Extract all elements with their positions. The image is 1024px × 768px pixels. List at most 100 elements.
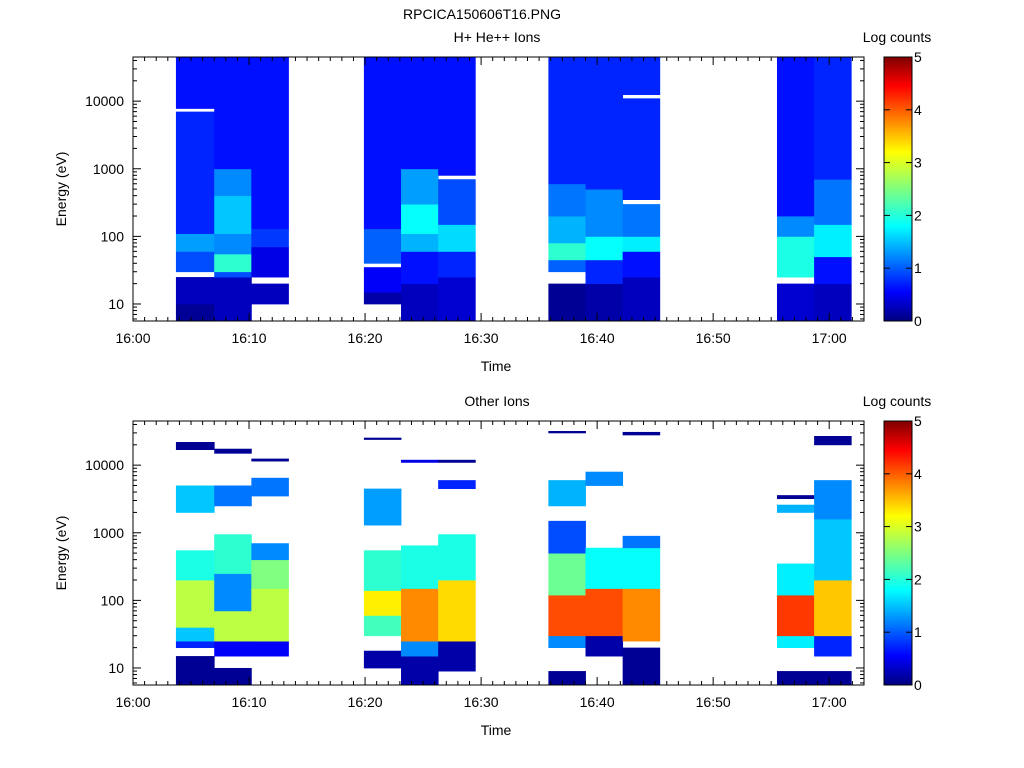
heatmap-cell-0-7-4	[585, 57, 624, 190]
heatmap-cell-0-1-3	[214, 233, 252, 255]
heatmap-cell-0-1-1	[214, 271, 252, 278]
heatmap-cell-1-6-2	[548, 635, 586, 649]
heatmap-cell-0-3-5	[363, 57, 402, 230]
heatmap-cell-1-3-3	[363, 615, 402, 637]
heatmap-cell-0-3-1	[363, 292, 402, 305]
heatmap-cell-0-5-2	[438, 224, 476, 252]
heatmap-cell-1-8-6	[622, 431, 661, 436]
heatmap-cell-1-10-7	[814, 436, 852, 446]
axes-other: 16:00 16:10 16:20 16:30 16:40 16:50 17:00 10 100…	[85, 421, 865, 710]
colorbar-ticks-h-he: 0 1 2 3 4 5	[884, 49, 922, 329]
heatmap-cell-0-8-1	[622, 251, 661, 278]
x-tick-label-1-2: 16:20	[348, 694, 383, 710]
heatmap-cell-1-7-3	[585, 547, 624, 589]
heatmap-cell-1-8-0	[622, 647, 661, 686]
heatmap-cell-1-5-1	[438, 641, 476, 672]
heatmap-cell-0-8-7	[622, 57, 661, 96]
x-axis-label-other: Time	[481, 722, 512, 738]
heatmap-cell-0-0-1	[175, 277, 215, 305]
heatmap-cell-0-0-5	[175, 111, 215, 234]
x-tick-label-0-1: 16:10	[232, 330, 267, 346]
colorbar-ticks-other: 0 1 2 3 4 5	[884, 413, 922, 693]
colorbar-other	[883, 420, 913, 686]
heatmap-cell-0-5-5	[438, 57, 476, 176]
y-tick-label-0-2: 1000	[93, 161, 124, 177]
heatmap-cell-1-0-7	[175, 485, 215, 513]
heatmap-cell-1-10-0	[814, 671, 852, 686]
heatmap-cell-1-4-1	[401, 641, 439, 657]
heatmap-cell-1-1-7	[214, 485, 252, 507]
heatmap-cell-1-1-3	[214, 610, 252, 642]
heatmap-cell-1-7-2	[585, 588, 624, 637]
x-axis-label-h-he: Time	[481, 358, 512, 374]
colorbar-title-other: Log counts	[863, 393, 932, 409]
heatmap-cell-1-10-3	[814, 580, 852, 637]
heatmap-cell-1-9-3	[776, 595, 815, 637]
x-tick-label-0-5: 16:50	[696, 330, 731, 346]
heatmap-cell-0-10-0	[814, 283, 852, 322]
heatmap-cell-0-2-3	[251, 228, 289, 248]
heatmap-cell-0-6-5	[548, 183, 586, 217]
heatmap-cell-0-10-1	[814, 256, 852, 285]
panel-h-he-ions: H+ He++ Ions 16:00 16:10 16:20 16:30 16:40 16…	[53, 29, 931, 374]
axes-h-he: 16:00 16:10 16:20 16:30 16:40 16:50 17:00 10 100…	[85, 57, 865, 346]
heatmap-cell-1-10-2	[814, 635, 852, 657]
heatmap-cell-0-5-1	[438, 251, 476, 278]
heatmap-cell-1-4-0	[401, 656, 439, 686]
y-tick-label-0-0: 10	[108, 296, 124, 312]
heatmap-cell-1-6-3	[548, 595, 586, 637]
heatmap-cell-0-1-4	[214, 195, 252, 234]
colorbar-tick-label-0-4: 4	[914, 102, 922, 118]
heatmap-cell-0-6-6	[548, 57, 586, 185]
heatmap-cell-0-1-0	[214, 277, 252, 322]
colorbar-tick-label-1-1: 1	[914, 624, 922, 640]
heatmap-cell-0-4-2	[401, 233, 439, 252]
colorbar-title-h-he: Log counts	[863, 29, 932, 45]
heatmap-cell-1-1-0	[214, 667, 252, 686]
heatmap-cell-0-2-2	[251, 246, 289, 278]
heatmap-cell-0-9-4	[776, 57, 815, 217]
heatmap-cell-0-10-3	[814, 179, 852, 225]
x-tick-label-1-4: 16:40	[580, 694, 615, 710]
panel-other-ions: Other Ions 16:00 16:10 16:20 16:30 16:40 16:5…	[53, 393, 931, 738]
heatmap-cell-1-0-3	[175, 627, 215, 642]
heatmap-cell-1-1-2	[214, 641, 252, 657]
heatmap-cell-1-7-1	[585, 635, 624, 657]
heatmap-cell-0-5-0	[438, 277, 476, 322]
heatmap-cell-0-0-0	[175, 303, 215, 322]
y-axis-label-other: Energy (eV)	[53, 516, 69, 591]
x-tick-label-1-6: 17:00	[812, 694, 847, 710]
heatmap-cell-1-4-2	[401, 588, 439, 642]
colorbar-tick-label-1-2: 2	[914, 571, 922, 587]
heatmap-cell-1-3-4	[363, 590, 402, 616]
y-tick-label-1-3: 10000	[85, 457, 124, 473]
heatmap-cell-0-10-4	[814, 57, 852, 180]
x-tick-label-0-4: 16:40	[580, 330, 615, 346]
heatmap-cell-1-8-2	[622, 588, 661, 642]
colorbar-tick-label-1-5: 5	[914, 413, 922, 429]
heatmap-cell-1-0-0	[175, 656, 215, 686]
x-tick-label-0-0: 16:00	[115, 330, 150, 346]
x-tick-label-0-3: 16:30	[464, 330, 499, 346]
heatmap-cell-0-2-4	[251, 57, 289, 230]
heatmap-cell-1-3-1	[363, 650, 402, 669]
heatmap-cell-1-6-9	[548, 431, 586, 434]
colorbar-h-he	[883, 56, 913, 322]
heatmap-cell-1-3-7	[363, 488, 402, 526]
heatmap-cell-0-8-2	[622, 236, 661, 252]
heatmap-cell-1-2-0	[251, 641, 289, 657]
heatmap-cell-0-1-6	[214, 57, 252, 170]
heatmap-cell-1-6-4	[548, 553, 586, 596]
heatmap-cell-1-0-4	[175, 580, 215, 628]
heatmap-cell-1-9-2	[776, 635, 815, 649]
heatmap-cell-1-10-5	[814, 480, 852, 520]
y-tick-label-1-1: 100	[101, 592, 125, 608]
heatmap-cells-h-he	[175, 57, 852, 322]
colorbar-tick-label-0-0: 0	[914, 313, 922, 329]
heatmap-cell-0-4-5	[401, 57, 439, 170]
heatmap-cell-1-3-5	[363, 550, 402, 591]
heatmap-cell-0-7-0	[585, 283, 624, 322]
heatmap-cell-1-9-0	[776, 671, 815, 686]
heatmap-cell-1-8-3	[622, 547, 661, 589]
